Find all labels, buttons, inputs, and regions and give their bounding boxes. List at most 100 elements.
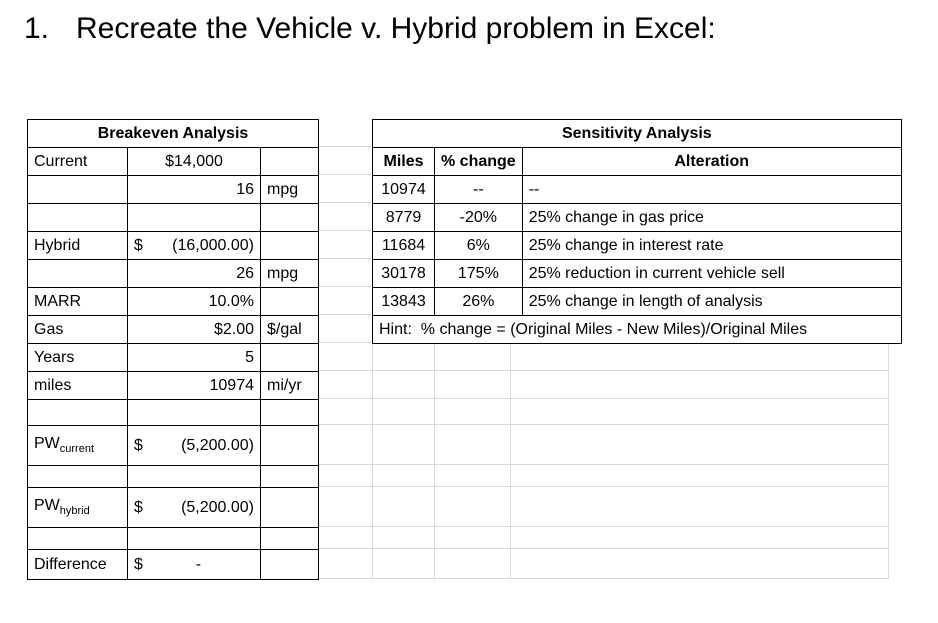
gridlines-gap-column bbox=[319, 119, 371, 343]
breakeven-row-pw-current: PWcurrent $ (5,200.00) bbox=[27, 425, 319, 466]
currency-symbol: $ bbox=[134, 236, 143, 254]
gridline-row bbox=[319, 425, 889, 465]
cell-gas-label: Gas bbox=[27, 315, 128, 344]
currency-symbol: $ bbox=[134, 436, 143, 454]
breakeven-row-pw-hybrid: PWhybrid $ (5,200.00) bbox=[27, 487, 319, 528]
sensitivity-row: 11684 6% 25% change in interest rate bbox=[372, 231, 902, 260]
sensitivity-table-title: Sensitivity Analysis bbox=[372, 119, 902, 148]
pw-label-subscript: current bbox=[59, 443, 95, 456]
cell-pct-change: 26% bbox=[434, 287, 523, 316]
breakeven-row-blank bbox=[27, 399, 319, 426]
cell-pw-hybrid-value: $ (5,200.00) bbox=[127, 487, 261, 528]
cell-empty bbox=[260, 343, 319, 372]
column-header-alteration: Alteration bbox=[521, 147, 902, 176]
cell-empty bbox=[127, 203, 261, 232]
cell-years-value: 5 bbox=[127, 343, 261, 372]
gridline-row bbox=[319, 371, 889, 399]
cell-alteration: 25% reduction in current vehicle sell bbox=[521, 259, 902, 288]
breakeven-row-gas: Gas $2.00 $/gal bbox=[27, 315, 319, 344]
cell-empty bbox=[260, 487, 319, 528]
cell-hybrid-value: $ (16,000.00) bbox=[127, 231, 261, 260]
cell-difference-value: $ - bbox=[127, 549, 261, 580]
gridline-column bbox=[372, 343, 373, 579]
gridline-row bbox=[319, 549, 889, 579]
cell-current-mpg: 16 bbox=[127, 175, 261, 204]
breakeven-row-years: Years 5 bbox=[27, 343, 319, 372]
pw-label-base: PW bbox=[34, 435, 60, 453]
cell-empty bbox=[260, 203, 319, 232]
cell-empty bbox=[27, 259, 128, 288]
sensitivity-hint-row: Hint: % change = (Original Miles - New M… bbox=[372, 315, 902, 344]
problem-number: 1. bbox=[24, 12, 50, 45]
cell-alteration: 25% change in interest rate bbox=[521, 231, 902, 260]
breakeven-row-blank bbox=[27, 465, 319, 488]
column-header-miles: Miles bbox=[372, 147, 435, 176]
cell-hybrid-mpg: 26 bbox=[127, 259, 261, 288]
cell-gas-value: $2.00 bbox=[127, 315, 261, 344]
problem-title-text: Recreate the Vehicle v. Hybrid problem i… bbox=[76, 12, 716, 45]
cell-pct-change: 6% bbox=[434, 231, 523, 260]
cell-empty bbox=[27, 465, 128, 488]
cell-hint: Hint: % change = (Original Miles - New M… bbox=[372, 315, 902, 344]
breakeven-row-current-mpg: 16 mpg bbox=[27, 175, 319, 204]
amount: (5,200.00) bbox=[181, 498, 254, 516]
cell-empty bbox=[27, 203, 128, 232]
cell-current-mpg-unit: mpg bbox=[260, 175, 319, 204]
cell-empty bbox=[127, 399, 261, 426]
gridline-row bbox=[319, 487, 889, 527]
cell-pct-change: 175% bbox=[434, 259, 523, 288]
gridline-column bbox=[888, 343, 889, 579]
gridline-row bbox=[319, 399, 889, 425]
cell-miles-unit: mi/yr bbox=[260, 371, 319, 400]
cell-years-label: Years bbox=[27, 343, 128, 372]
breakeven-row-blank bbox=[27, 203, 319, 232]
gridline-column bbox=[510, 343, 511, 579]
gridlines-below-table bbox=[319, 343, 889, 579]
cell-empty bbox=[260, 287, 319, 316]
currency-symbol: $ bbox=[134, 555, 143, 573]
cell-empty bbox=[260, 425, 319, 466]
cell-miles: 8779 bbox=[372, 203, 435, 232]
cell-empty bbox=[260, 147, 319, 176]
breakeven-row-marr: MARR 10.0% bbox=[27, 287, 319, 316]
cell-empty bbox=[127, 465, 261, 488]
cell-alteration: 25% change in gas price bbox=[521, 203, 902, 232]
breakeven-table: Breakeven Analysis Current $14,000 16 mp… bbox=[27, 119, 319, 580]
pw-label-subscript: hybrid bbox=[59, 505, 90, 518]
cell-empty bbox=[27, 175, 128, 204]
cell-pct-change: -20% bbox=[434, 203, 523, 232]
cell-empty bbox=[260, 527, 319, 550]
cell-gas-unit: $/gal bbox=[260, 315, 319, 344]
breakeven-row-current: Current $14,000 bbox=[27, 147, 319, 176]
breakeven-row-blank bbox=[27, 527, 319, 550]
column-header-pct-change: % change bbox=[434, 147, 523, 176]
breakeven-row-miles: miles 10974 mi/yr bbox=[27, 371, 319, 400]
sensitivity-row: 10974 -- -- bbox=[372, 175, 902, 204]
cell-empty bbox=[127, 527, 261, 550]
cell-empty bbox=[260, 399, 319, 426]
breakeven-table-title: Breakeven Analysis bbox=[27, 119, 319, 148]
cell-miles-value: 10974 bbox=[127, 371, 261, 400]
cell-difference-label: Difference bbox=[27, 549, 128, 580]
cell-hybrid-mpg-unit: mpg bbox=[260, 259, 319, 288]
cell-pw-current-value: $ (5,200.00) bbox=[127, 425, 261, 466]
cell-empty bbox=[27, 399, 128, 426]
breakeven-header-row: Breakeven Analysis bbox=[27, 119, 319, 148]
cell-marr-label: MARR bbox=[27, 287, 128, 316]
sensitivity-header-row: Sensitivity Analysis bbox=[372, 119, 902, 148]
cell-alteration: 25% change in length of analysis bbox=[521, 287, 902, 316]
currency-symbol: $ bbox=[134, 498, 143, 516]
cell-current-value: $14,000 bbox=[127, 147, 261, 176]
cell-pct-change: -- bbox=[434, 175, 523, 204]
amount: (16,000.00) bbox=[172, 236, 254, 254]
cell-current-label: Current bbox=[27, 147, 128, 176]
cell-empty bbox=[260, 549, 319, 580]
cell-miles: 10974 bbox=[372, 175, 435, 204]
cell-alteration: -- bbox=[521, 175, 902, 204]
sensitivity-column-header-row: Miles % change Alteration bbox=[372, 147, 902, 176]
sensitivity-table: Sensitivity Analysis Miles % change Alte… bbox=[372, 119, 902, 344]
pw-label-base: PW bbox=[34, 497, 60, 515]
breakeven-row-hybrid-mpg: 26 mpg bbox=[27, 259, 319, 288]
cell-miles-label: miles bbox=[27, 371, 128, 400]
